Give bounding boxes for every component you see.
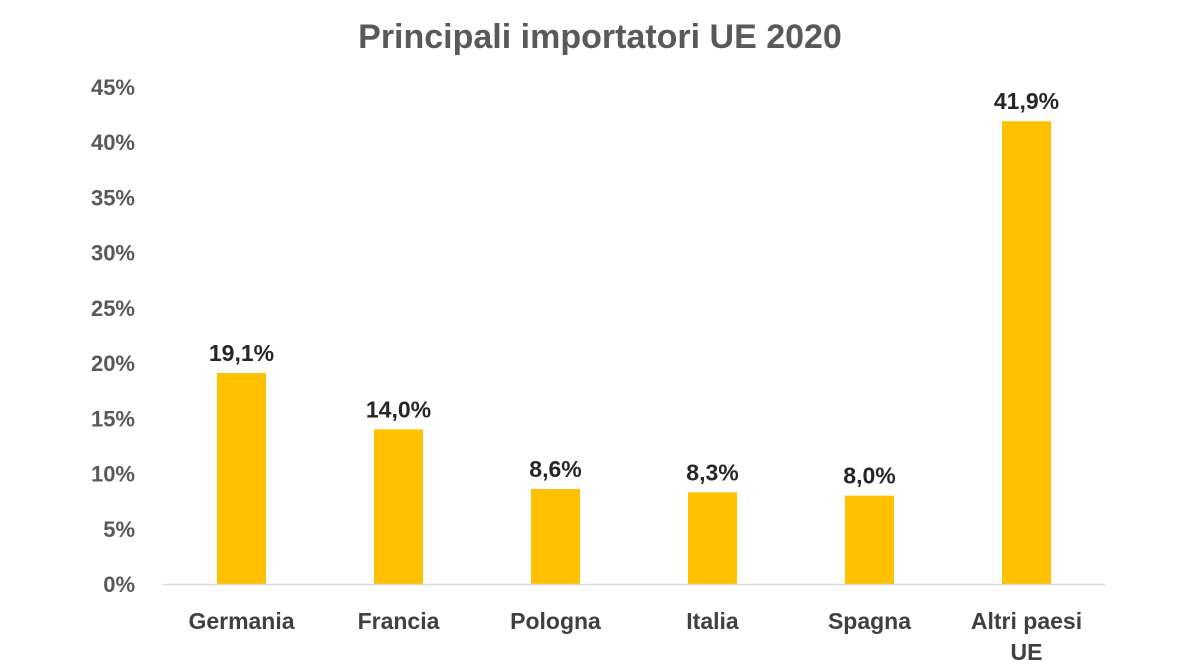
- data-label: 41,9%: [994, 88, 1059, 114]
- y-tick-label: 15%: [91, 406, 135, 431]
- bars: [217, 121, 1051, 584]
- y-tick-label: 35%: [91, 185, 135, 210]
- y-tick-label: 5%: [103, 517, 135, 542]
- x-tick-label: Spagna: [828, 608, 911, 634]
- x-tick-label: Altri paesi UE: [971, 608, 1082, 665]
- y-tick-label: 40%: [91, 130, 135, 155]
- data-label: 8,6%: [529, 456, 581, 482]
- x-tick-label: Italia: [686, 608, 739, 634]
- y-axis: 0% 5% 10% 15% 20% 25% 30% 35% 40% 45%: [91, 75, 135, 597]
- data-label: 19,1%: [209, 340, 274, 366]
- bar: [531, 489, 580, 584]
- bar: [217, 373, 266, 584]
- bar: [374, 429, 423, 584]
- x-tick-label: Pologna: [510, 608, 601, 634]
- bar: [1002, 121, 1051, 584]
- x-tick-label: Francia: [358, 608, 440, 634]
- y-tick-label: 0%: [103, 572, 135, 597]
- data-labels: 19,1% 14,0% 8,6% 8,3% 8,0% 41,9%: [209, 88, 1059, 488]
- x-tick-label: Germania: [188, 608, 294, 634]
- y-tick-label: 10%: [91, 462, 135, 487]
- data-label: 14,0%: [366, 396, 431, 422]
- x-axis: Germania Francia Pologna Italia Spagna Altri …: [163, 583, 1105, 665]
- bar: [688, 492, 737, 584]
- y-tick-label: 25%: [91, 296, 135, 321]
- data-label: 8,3%: [686, 459, 738, 485]
- y-tick-label: 45%: [91, 75, 135, 100]
- bar: [845, 495, 894, 584]
- y-tick-label: 20%: [91, 351, 135, 376]
- chart-title: Principali importatori UE 2020: [358, 18, 842, 56]
- data-label: 8,0%: [843, 463, 895, 489]
- y-tick-label: 30%: [91, 241, 135, 266]
